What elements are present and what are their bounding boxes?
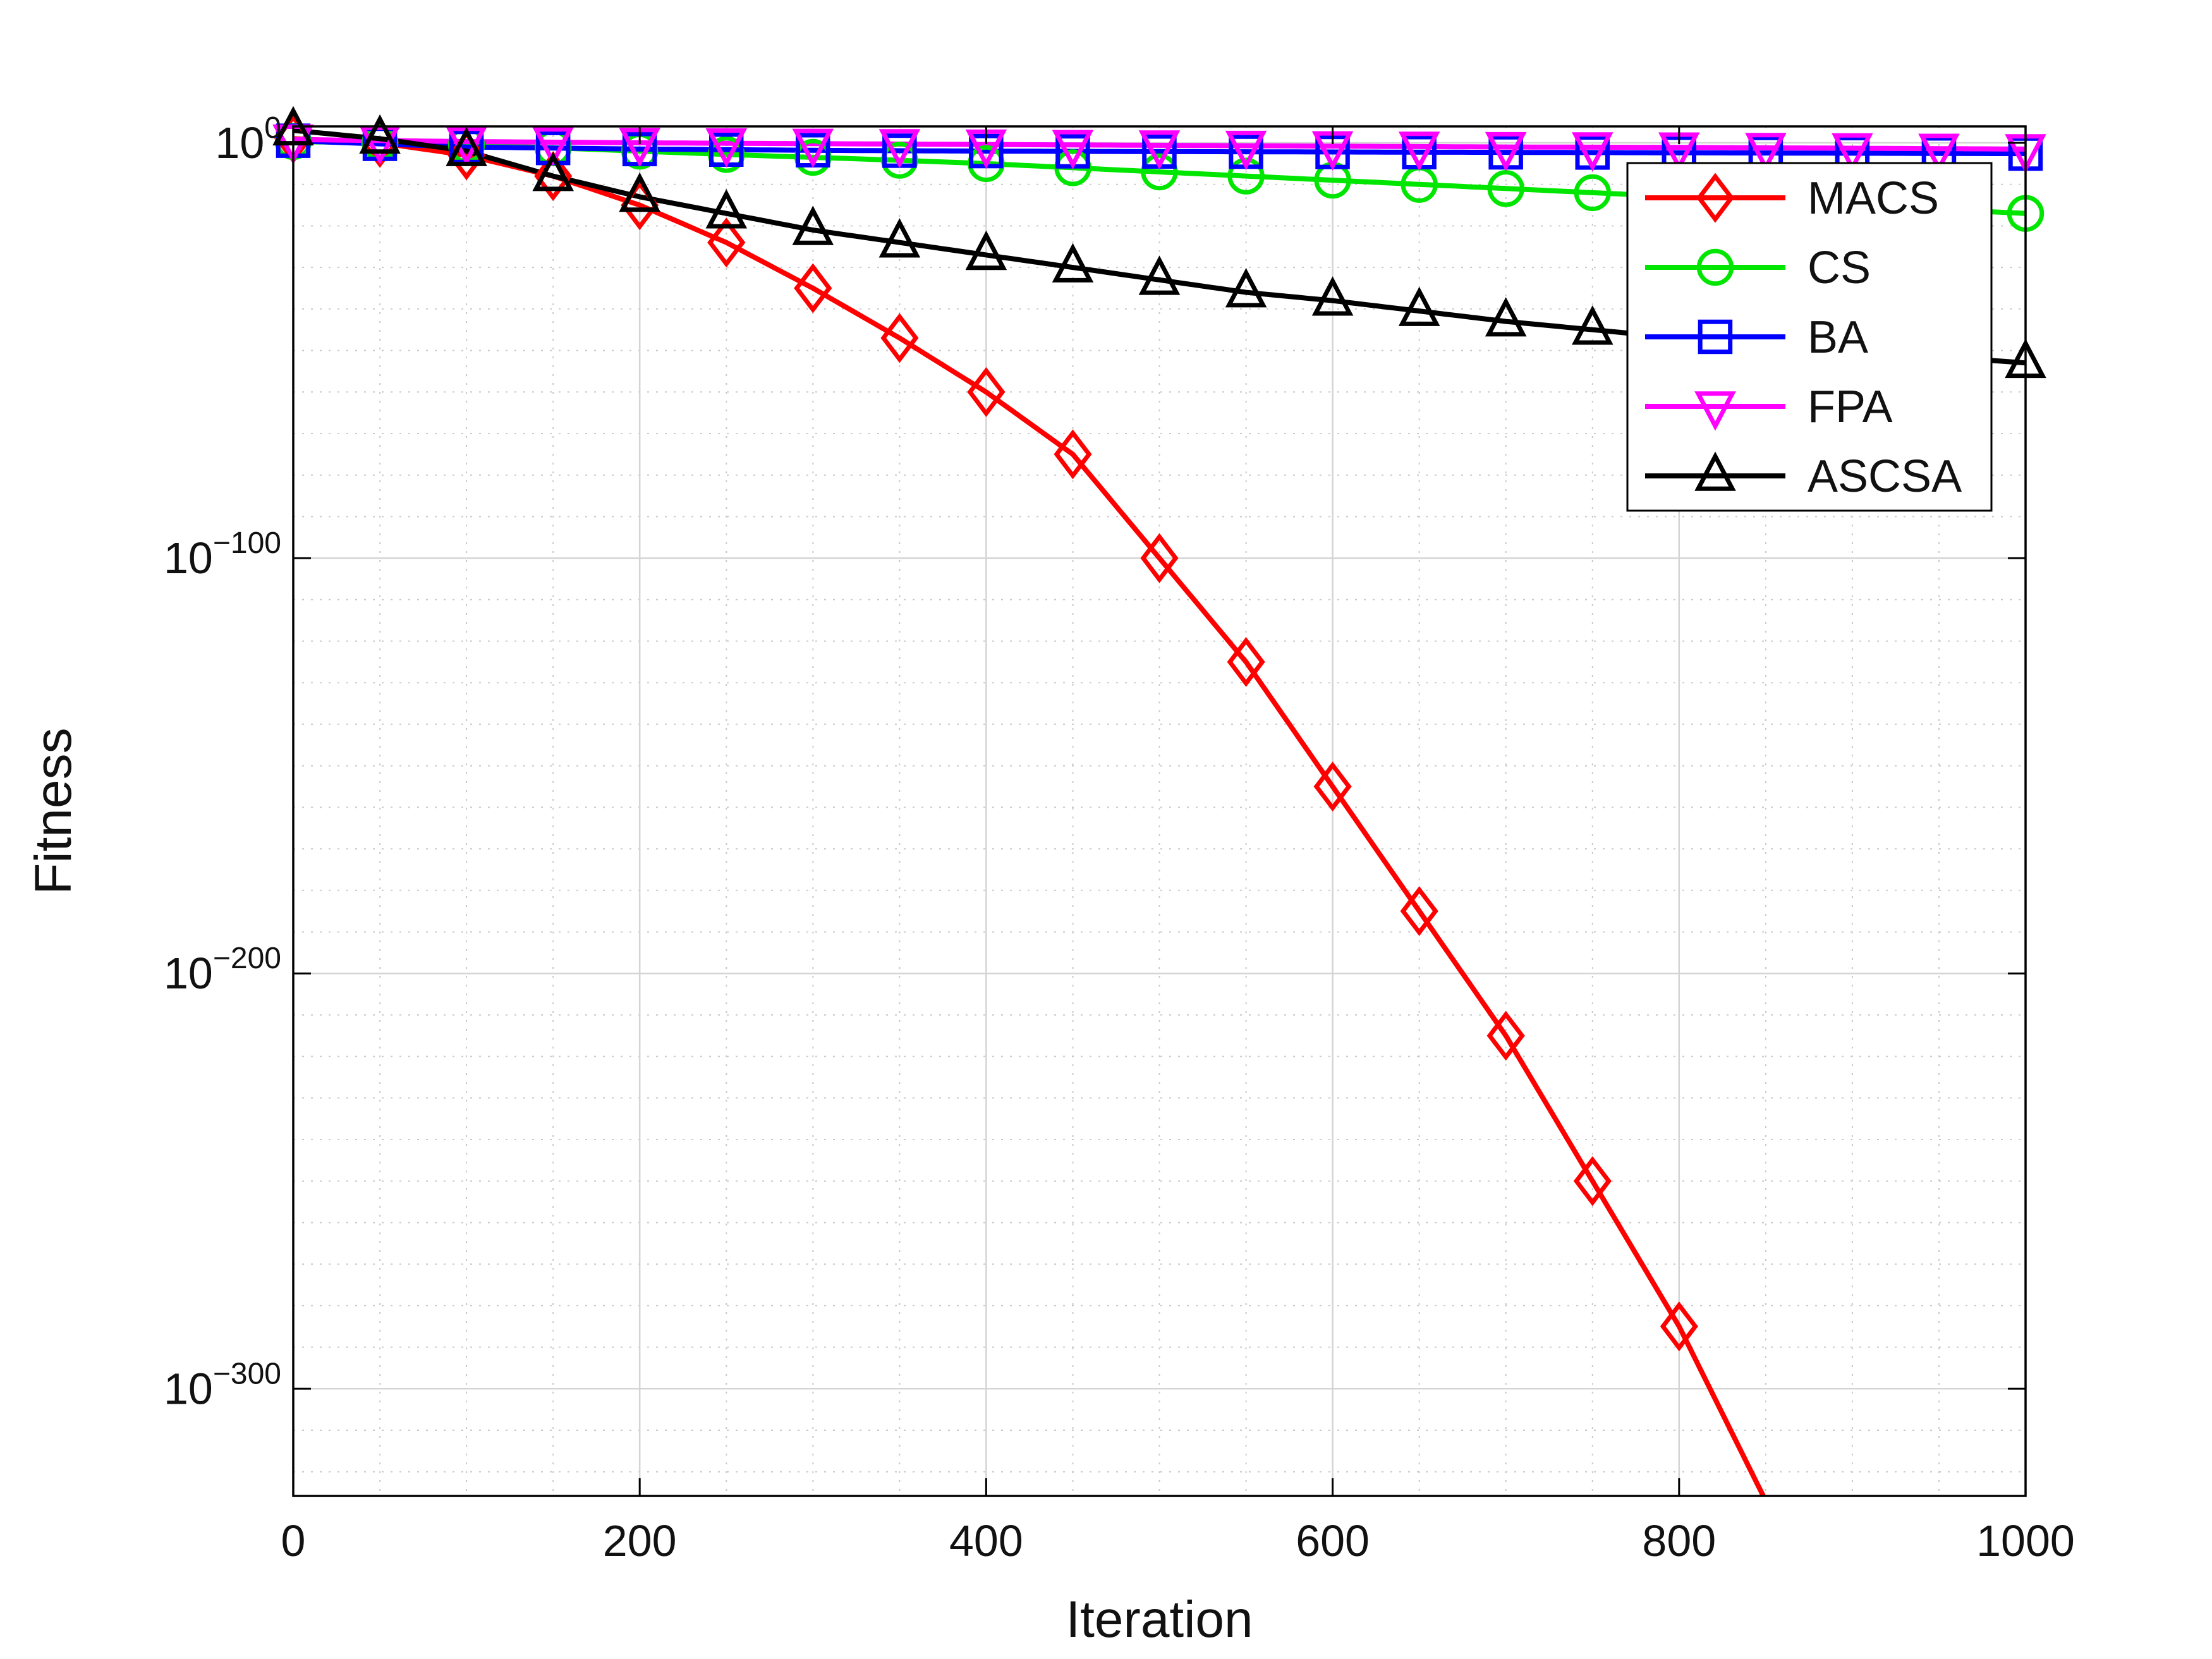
x-tick-label: 0 — [281, 1516, 306, 1565]
axis-ticks — [292, 126, 2027, 1496]
x-tick-label: 400 — [949, 1516, 1023, 1565]
x-tick-label: 200 — [603, 1516, 677, 1565]
legend-entry-FPA: FPA — [1645, 382, 1893, 432]
legend-entry-BA: BA — [1645, 312, 1868, 363]
legend-label: CS — [1808, 243, 1871, 293]
legend-marker-square-icon — [1698, 319, 1733, 355]
legend-label: FPA — [1808, 382, 1893, 432]
legend-label: BA — [1808, 312, 1868, 363]
legend-marker-diamond-icon — [1696, 173, 1735, 223]
legend: MACS CS BA FPA ASCSA — [1626, 162, 1993, 512]
legend-entry-MACS: MACS — [1645, 173, 1939, 224]
y-tick-label: 10−200 — [164, 942, 281, 998]
y-axis-label: Fitness — [25, 727, 82, 894]
legend-label: ASCSA — [1808, 451, 1962, 502]
legend-entry-CS: CS — [1645, 243, 1871, 293]
legend-marker-triangle-down-icon — [1694, 391, 1736, 431]
legend-entry-ASCSA: ASCSA — [1645, 451, 1962, 502]
x-tick-label: 1000 — [1976, 1516, 2075, 1565]
legend-label: MACS — [1808, 173, 1939, 224]
legend-marker-circle-icon — [1696, 248, 1734, 286]
series-line-FPA — [293, 137, 2026, 152]
series-line-BA — [293, 138, 2026, 157]
x-tick-label: 800 — [1642, 1516, 1716, 1565]
axes-box — [292, 125, 2027, 1497]
x-axis-label: Iteration — [1066, 1591, 1253, 1648]
x-tick-label: 600 — [1296, 1516, 1370, 1565]
legend-marker-triangle-up-icon — [1694, 451, 1736, 491]
